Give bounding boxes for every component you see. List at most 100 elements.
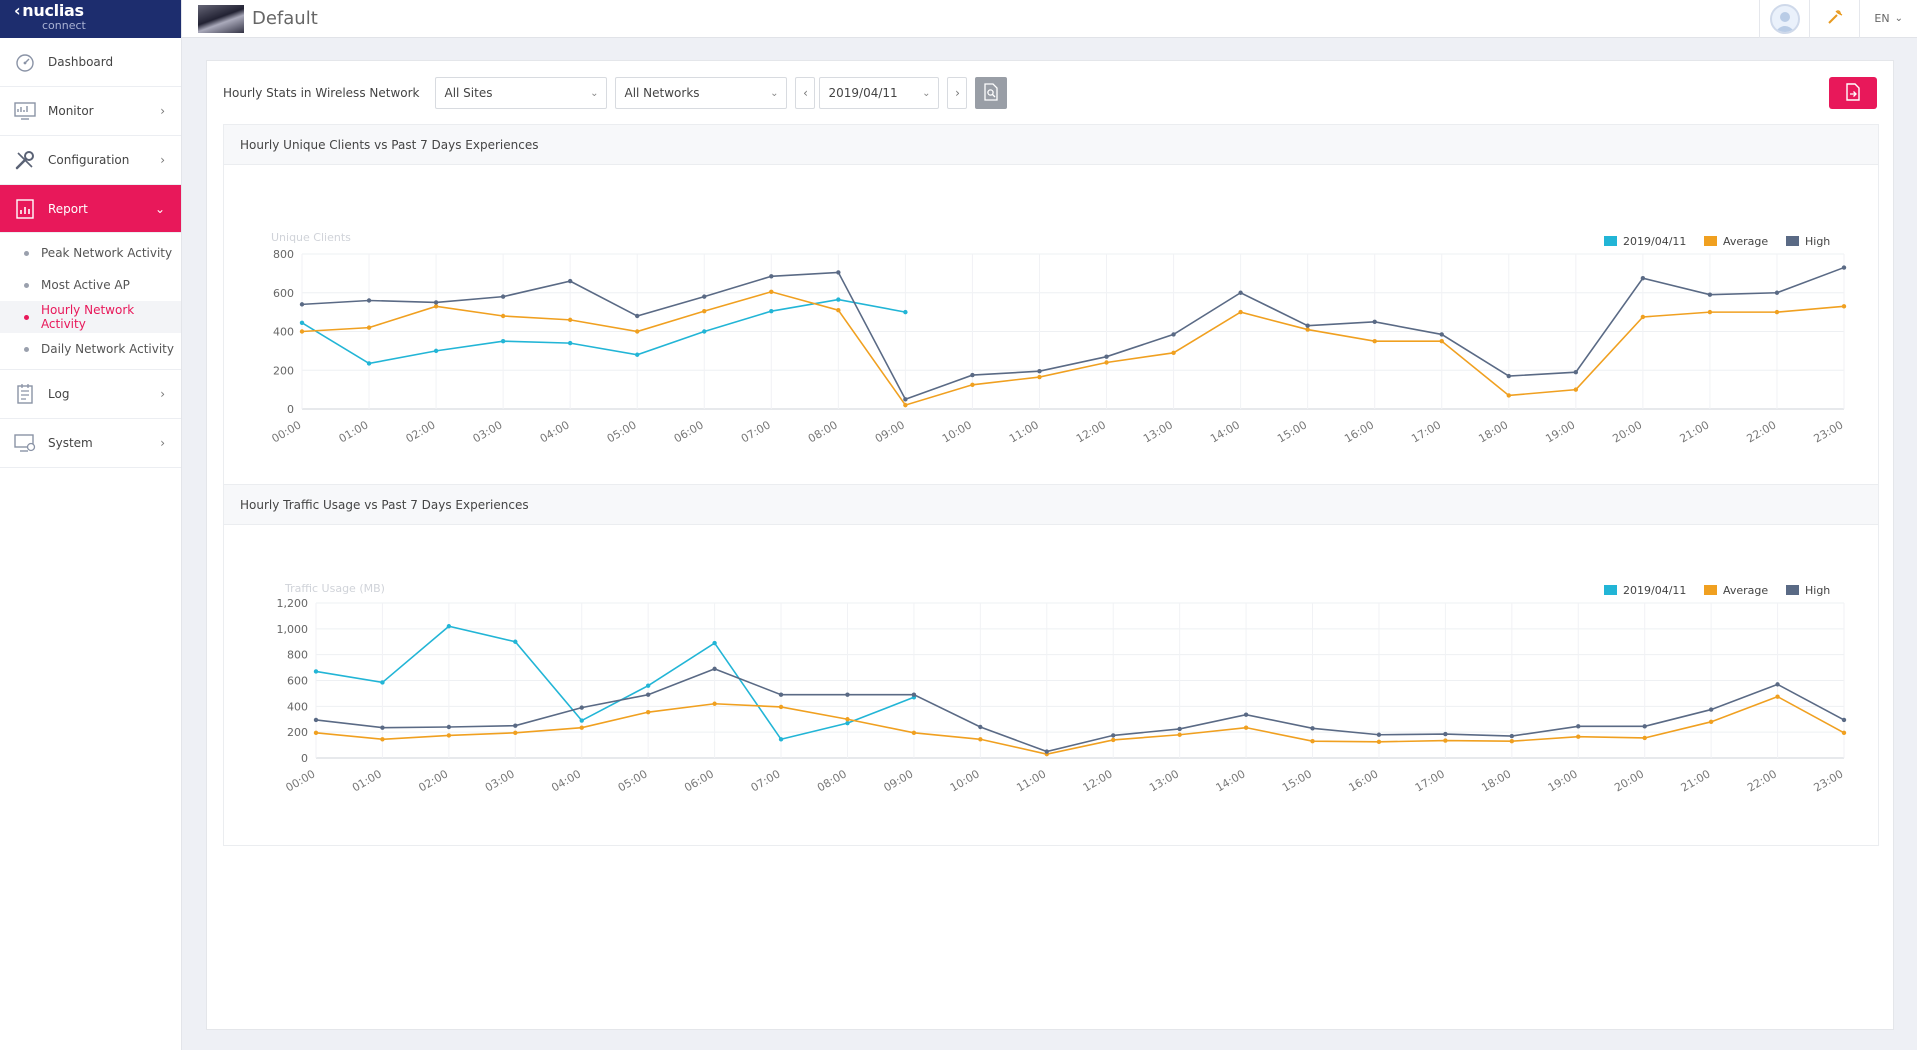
x-tick-label: 05:00 — [605, 418, 639, 445]
data-point — [380, 725, 385, 730]
data-point — [579, 705, 584, 710]
next-date-button[interactable]: › — [947, 77, 968, 109]
page-title: Default — [252, 8, 318, 29]
legend-swatch — [1604, 236, 1617, 246]
legend-label: Average — [1723, 235, 1768, 248]
traffic-usage-card: Hourly Traffic Usage vs Past 7 Days Expe… — [223, 484, 1879, 846]
x-tick-label: 02:00 — [404, 418, 438, 445]
sidebar-item-label: Configuration — [48, 153, 130, 167]
x-tick-label: 11:00 — [1007, 418, 1041, 445]
subitem-label: Peak Network Activity — [41, 246, 173, 260]
data-point — [1305, 323, 1310, 328]
data-point — [836, 307, 841, 313]
data-point — [778, 692, 784, 697]
data-point — [1243, 725, 1249, 730]
data-point — [635, 329, 640, 334]
network-select[interactable]: All Networks ⌄ — [615, 77, 788, 109]
data-point — [1841, 265, 1847, 270]
data-point — [1238, 309, 1243, 315]
chevron-down-icon: ⌄ — [590, 87, 599, 99]
data-point — [1576, 734, 1581, 739]
x-tick-label: 13:00 — [1141, 418, 1175, 445]
x-tick-label: 07:00 — [749, 767, 783, 794]
data-point — [1576, 724, 1581, 729]
data-point — [366, 298, 372, 303]
data-point — [978, 737, 983, 742]
data-point — [1640, 276, 1646, 281]
data-point — [635, 313, 640, 319]
top-bar: Default EN ⌄ — [182, 0, 1917, 38]
data-point — [978, 724, 983, 730]
sidebar-subitem-hourly-network-activity[interactable]: Hourly Network Activity — [0, 301, 181, 333]
language-selector[interactable]: EN ⌄ — [1859, 0, 1917, 38]
y-tick-label: 400 — [287, 700, 308, 713]
data-point — [500, 294, 506, 299]
data-point — [433, 300, 439, 305]
log-icon — [14, 383, 36, 405]
x-tick-label: 21:00 — [1677, 418, 1711, 445]
data-point — [769, 308, 774, 314]
data-point — [1775, 682, 1780, 687]
data-point — [513, 723, 518, 728]
x-tick-label: 15:00 — [1280, 767, 1314, 794]
x-tick-label: 09:00 — [873, 418, 907, 445]
data-point — [635, 352, 640, 357]
report-panel: Hourly Stats in Wireless Network All Sit… — [206, 60, 1894, 1030]
data-point — [645, 709, 651, 715]
export-button[interactable] — [1829, 77, 1877, 109]
sidebar-subitem-daily-network-activity[interactable]: Daily Network Activity — [0, 333, 181, 365]
data-point — [1642, 735, 1647, 741]
chevron-right-icon: › — [160, 153, 165, 167]
user-menu[interactable] — [1759, 0, 1809, 38]
data-point — [903, 397, 908, 402]
search-report-button[interactable] — [975, 77, 1008, 109]
previous-date-button[interactable]: ‹ — [795, 77, 816, 109]
network-select-value: All Networks — [624, 86, 700, 100]
data-point — [446, 733, 452, 738]
sidebar-subitem-most-active-ap[interactable]: Most Active AP — [0, 269, 181, 301]
series-line — [301, 298, 906, 365]
data-point — [1376, 739, 1382, 745]
sidebar-item-log[interactable]: Log › — [0, 370, 181, 419]
chevron-left-icon: ‹ — [803, 86, 808, 100]
sidebar-item-report[interactable]: Report ⌄ — [0, 185, 181, 233]
tools-button[interactable] — [1809, 0, 1859, 38]
sidebar-item-monitor[interactable]: Monitor › — [0, 87, 181, 136]
data-point — [1310, 739, 1315, 744]
chevron-right-icon: › — [160, 436, 165, 450]
bullet-icon — [24, 346, 29, 352]
subitem-label: Most Active AP — [41, 278, 130, 292]
sidebar-subitem-peak-network-activity[interactable]: Peak Network Activity — [0, 237, 181, 269]
sidebar: ‹ nuclias connect Dashboard Monitor › Con… — [0, 0, 182, 1050]
data-point — [845, 717, 850, 722]
document-search-icon — [983, 82, 999, 104]
x-tick-label: 07:00 — [739, 418, 773, 445]
filter-bar: Hourly Stats in Wireless Network All Sit… — [223, 77, 1008, 109]
data-point — [1443, 731, 1448, 737]
sidebar-item-dashboard[interactable]: Dashboard — [0, 38, 181, 87]
brand-logo[interactable]: ‹ nuclias connect — [0, 0, 181, 38]
data-point — [712, 640, 717, 646]
bullet-icon — [24, 250, 29, 256]
data-point — [500, 338, 506, 344]
data-point — [1506, 393, 1511, 398]
x-tick-label: 04:00 — [538, 418, 572, 445]
sidebar-item-label: System — [48, 436, 93, 450]
data-point — [1707, 292, 1713, 297]
site-select[interactable]: All Sites ⌄ — [435, 77, 608, 109]
sidebar-item-system[interactable]: System › — [0, 419, 181, 468]
language-label: EN — [1874, 12, 1890, 25]
data-point — [1177, 726, 1182, 732]
data-point — [1376, 732, 1382, 737]
data-point — [567, 317, 573, 323]
unique-clients-card: Hourly Unique Clients vs Past 7 Days Exp… — [223, 124, 1879, 485]
x-tick-label: 03:00 — [471, 418, 505, 445]
bullet-icon — [24, 314, 29, 320]
x-tick-label: 13:00 — [1147, 767, 1181, 794]
sidebar-item-configuration[interactable]: Configuration › — [0, 136, 181, 185]
sidebar-item-label: Dashboard — [48, 55, 114, 69]
date-picker[interactable]: 2019/04/11 ⌄ — [819, 77, 940, 109]
chevron-down-icon: ⌄ — [922, 87, 931, 99]
x-tick-label: 15:00 — [1275, 418, 1309, 445]
data-point — [1177, 732, 1182, 737]
